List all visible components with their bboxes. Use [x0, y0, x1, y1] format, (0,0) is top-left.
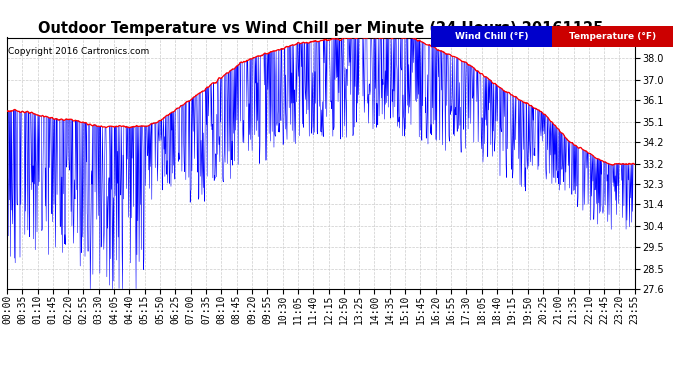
Title: Outdoor Temperature vs Wind Chill per Minute (24 Hours) 20161125: Outdoor Temperature vs Wind Chill per Mi…: [38, 21, 604, 36]
Text: Wind Chill (°F): Wind Chill (°F): [455, 32, 529, 41]
Text: Copyright 2016 Cartronics.com: Copyright 2016 Cartronics.com: [8, 47, 150, 56]
Text: Temperature (°F): Temperature (°F): [569, 32, 656, 41]
